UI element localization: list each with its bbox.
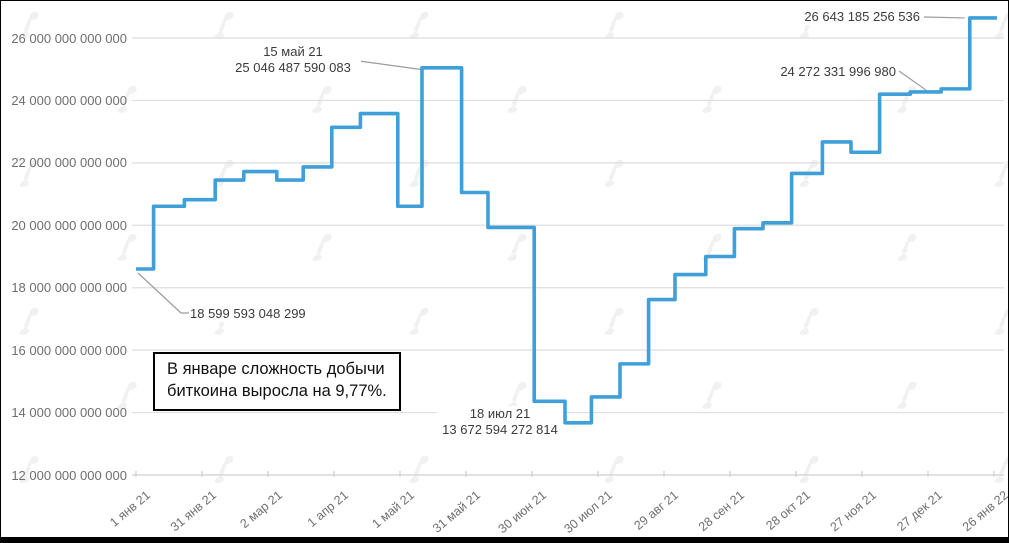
callout-box: В январе сложность добычи биткоина вырос… — [153, 352, 401, 411]
forklog-logo-icon — [894, 85, 920, 114]
callout-text-line: В январе сложность добычи — [167, 360, 385, 378]
forklog-logo-icon — [211, 455, 237, 484]
forklog-logo-icon — [894, 381, 920, 410]
x-axis-ticks — [135, 471, 995, 477]
difficulty-line-series — [136, 16, 997, 425]
annotation-value: 24 272 331 996 980 — [780, 64, 896, 79]
y-axis-label: 14 000 000 000 000 — [11, 405, 127, 421]
forklog-logo-icon — [16, 307, 42, 336]
annotation-july-minimum: 18 июл 21 13 672 594 272 814 — [437, 406, 563, 437]
y-axis-label: 20 000 000 000 000 — [11, 217, 127, 233]
forklog-logo-icon — [309, 85, 335, 114]
y-axis-label: 22 000 000 000 000 — [11, 155, 127, 171]
leader-line — [137, 272, 189, 314]
annotation-may-peak: 15 май 21 25 046 487 590 083 — [225, 44, 361, 75]
leader-line — [358, 60, 424, 71]
forklog-logo-icon — [601, 307, 627, 336]
y-axis-label: 16 000 000 000 000 — [11, 342, 127, 358]
annotation-value: 18 599 593 048 299 — [190, 306, 306, 321]
annotation-december-step: 24 272 331 996 980 — [776, 64, 896, 80]
forklog-logo-icon — [796, 307, 822, 336]
bottom-frame-bar — [1, 537, 1008, 542]
annotation-date: 15 май 21 — [263, 44, 323, 59]
leader-line — [923, 16, 965, 19]
forklog-logo-icon — [114, 233, 140, 262]
forklog-logo-icon — [699, 381, 725, 410]
y-axis-label: 12 000 000 000 000 — [11, 467, 127, 483]
forklog-logo-icon — [894, 233, 920, 262]
forklog-logo-icon — [991, 307, 1008, 336]
forklog-logo-icon — [406, 159, 432, 188]
annotation-value: 13 672 594 272 814 — [442, 421, 558, 437]
annotation-value: 25 046 487 590 083 — [235, 59, 351, 75]
forklog-logo-icon — [601, 11, 627, 40]
y-axis-label: 24 000 000 000 000 — [11, 92, 127, 108]
forklog-logo-icon — [601, 455, 627, 484]
y-axis-label: 18 000 000 000 000 — [11, 280, 127, 296]
forklog-logo-icon — [211, 11, 237, 40]
annotation-start-value: 18 599 593 048 299 — [190, 306, 306, 322]
annotation-final-value: 26 643 185 256 536 — [798, 9, 920, 25]
forklog-logo-icon — [504, 85, 530, 114]
forklog-logo-icon — [991, 455, 1008, 484]
forklog-logo-icon — [991, 159, 1008, 188]
forklog-logo-icon — [504, 233, 530, 262]
gridlines — [132, 37, 1004, 476]
forklog-logo-icon — [796, 455, 822, 484]
leader-line — [898, 70, 927, 91]
y-axis-label: 26 000 000 000 000 — [11, 30, 127, 46]
annotation-date: 18 июл 21 — [469, 406, 531, 421]
forklog-logo-icon — [991, 11, 1008, 40]
forklog-logo-icon — [601, 159, 627, 188]
forklog-logo-icon — [406, 455, 432, 484]
forklog-logo-icon — [699, 85, 725, 114]
forklog-logo-icon — [406, 307, 432, 336]
callout-text-line: биткоина выросла на 9,77%. — [167, 381, 387, 400]
annotation-value: 26 643 185 256 536 — [804, 9, 920, 24]
forklog-logo-icon — [406, 11, 432, 40]
forklog-logo-icon — [309, 233, 335, 262]
